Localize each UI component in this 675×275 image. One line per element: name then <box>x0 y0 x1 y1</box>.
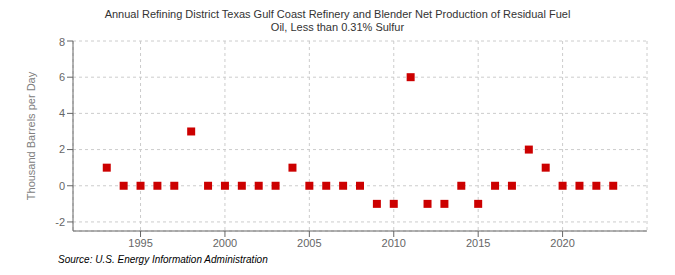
svg-text:0: 0 <box>59 180 65 192</box>
html-text:Source: U.S. Energy Informatio: Source: U.S. Energy Information Administ… <box>58 254 268 265</box>
svg-text:2000: 2000 <box>213 237 237 249</box>
svg-text:2020: 2020 <box>550 237 574 249</box>
svg-text:2: 2 <box>59 143 65 155</box>
svg-text:6: 6 <box>59 71 65 83</box>
svg-text:2010: 2010 <box>382 237 406 249</box>
svg-text:4: 4 <box>59 107 65 119</box>
html-text:Annual Refining District Texas: Annual Refining District Texas Gulf Coas… <box>104 8 571 33</box>
svg-text:1995: 1995 <box>128 237 152 249</box>
svg-text:2005: 2005 <box>297 237 321 249</box>
svg-text:Thousand Barrels per Day: Thousand Barrels per Day <box>25 71 37 200</box>
svg-text:8: 8 <box>59 36 65 48</box>
svg-text:2015: 2015 <box>466 237 490 249</box>
svg-text:-2: -2 <box>55 216 65 228</box>
